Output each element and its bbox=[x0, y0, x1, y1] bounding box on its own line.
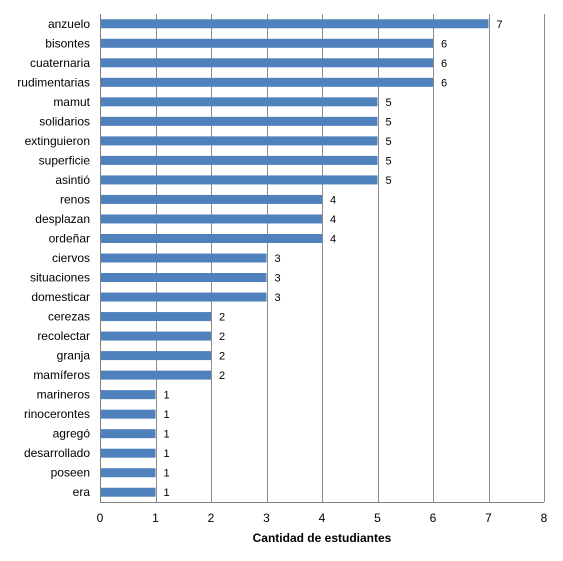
bar bbox=[101, 175, 378, 185]
data-label: 2 bbox=[219, 312, 225, 324]
x-tick-label: 7 bbox=[485, 511, 492, 525]
data-label: 3 bbox=[275, 292, 281, 304]
x-tick-label: 8 bbox=[541, 511, 548, 525]
bar bbox=[101, 448, 156, 458]
category-label: mamut bbox=[53, 95, 90, 109]
bar bbox=[101, 429, 156, 439]
bar bbox=[101, 155, 378, 165]
category-label: anzuelo bbox=[48, 17, 90, 31]
category-label: renos bbox=[60, 192, 90, 206]
category-label: poseen bbox=[51, 466, 90, 480]
data-label: 4 bbox=[330, 214, 336, 226]
data-label: 5 bbox=[386, 175, 392, 187]
data-label: 3 bbox=[275, 273, 281, 285]
data-labels: 7 6 6 6 5 5 5 5 5 4 4 4 3 3 3 2 2 2 2 1 1 1 1 1 1 bbox=[164, 19, 503, 499]
category-label: bisontes bbox=[45, 36, 90, 50]
bar bbox=[101, 19, 489, 29]
category-label: rudimentarias bbox=[17, 75, 90, 89]
x-tick-label: 0 bbox=[97, 511, 104, 525]
data-label: 4 bbox=[330, 233, 336, 245]
data-label: 5 bbox=[386, 136, 392, 148]
data-label: 1 bbox=[164, 409, 170, 421]
bar bbox=[101, 77, 433, 87]
category-label: desarrollado bbox=[24, 446, 90, 460]
data-label: 6 bbox=[441, 58, 447, 70]
category-label: agregó bbox=[53, 427, 91, 441]
data-label: 5 bbox=[386, 155, 392, 167]
category-label: cerezas bbox=[48, 310, 90, 324]
bar bbox=[101, 370, 211, 380]
bar bbox=[101, 253, 267, 263]
data-label: 1 bbox=[164, 390, 170, 402]
bar bbox=[101, 97, 378, 107]
bar bbox=[101, 58, 433, 68]
category-label: ordeñar bbox=[49, 231, 90, 245]
data-label: 5 bbox=[386, 116, 392, 128]
bar bbox=[101, 468, 156, 478]
category-label: mamíferos bbox=[33, 368, 90, 382]
data-label: 1 bbox=[164, 429, 170, 441]
category-label: cuaternaria bbox=[30, 56, 90, 70]
bar bbox=[101, 390, 156, 400]
data-label: 2 bbox=[219, 370, 225, 382]
bar bbox=[101, 409, 156, 419]
category-label: era bbox=[73, 485, 91, 499]
category-label: superficie bbox=[39, 153, 91, 167]
data-label: 6 bbox=[441, 38, 447, 50]
data-label: 6 bbox=[441, 77, 447, 89]
data-label: 5 bbox=[386, 97, 392, 109]
data-label: 4 bbox=[330, 194, 336, 206]
category-label: asintió bbox=[55, 173, 90, 187]
x-tick-label: 4 bbox=[319, 511, 326, 525]
bar bbox=[101, 116, 378, 126]
data-label: 3 bbox=[275, 253, 281, 265]
bar bbox=[101, 194, 322, 204]
x-tick-label: 3 bbox=[263, 511, 270, 525]
gridlines bbox=[100, 14, 545, 503]
data-label: 7 bbox=[497, 19, 503, 31]
category-label: desplazan bbox=[35, 212, 90, 226]
category-label: situaciones bbox=[30, 271, 90, 285]
data-label: 2 bbox=[219, 351, 225, 363]
category-label: recolectar bbox=[37, 329, 90, 343]
bar bbox=[101, 292, 267, 302]
category-label: solidarios bbox=[39, 114, 90, 128]
category-label: domesticar bbox=[31, 290, 90, 304]
data-label: 1 bbox=[164, 487, 170, 499]
bar bbox=[101, 214, 322, 224]
data-label: 2 bbox=[219, 331, 225, 343]
bar bbox=[101, 273, 267, 283]
data-label: 1 bbox=[164, 448, 170, 460]
bar bbox=[101, 312, 211, 322]
x-tick-label: 6 bbox=[430, 511, 437, 525]
bars bbox=[101, 19, 489, 497]
category-label: marineros bbox=[37, 388, 90, 402]
bar bbox=[101, 351, 211, 361]
category-labels: anzuelo bisontes cuaternaria rudimentarias m… bbox=[17, 17, 90, 499]
bar bbox=[101, 233, 322, 243]
x-tick-label: 5 bbox=[374, 511, 381, 525]
x-axis-ticks: 0 1 2 3 4 5 6 7 8 bbox=[97, 511, 548, 525]
bar bbox=[101, 487, 156, 497]
x-axis-title: Cantidad de estudiantes bbox=[253, 531, 392, 545]
x-tick-label: 2 bbox=[208, 511, 215, 525]
category-label: extinguieron bbox=[25, 134, 90, 148]
bar bbox=[101, 136, 378, 146]
bar bbox=[101, 38, 433, 48]
x-tick-label: 1 bbox=[152, 511, 159, 525]
bar bbox=[101, 331, 211, 341]
category-label: rinocerontes bbox=[24, 407, 90, 421]
category-label: granja bbox=[57, 349, 91, 363]
data-label: 1 bbox=[164, 468, 170, 480]
category-label: ciervos bbox=[52, 251, 90, 265]
